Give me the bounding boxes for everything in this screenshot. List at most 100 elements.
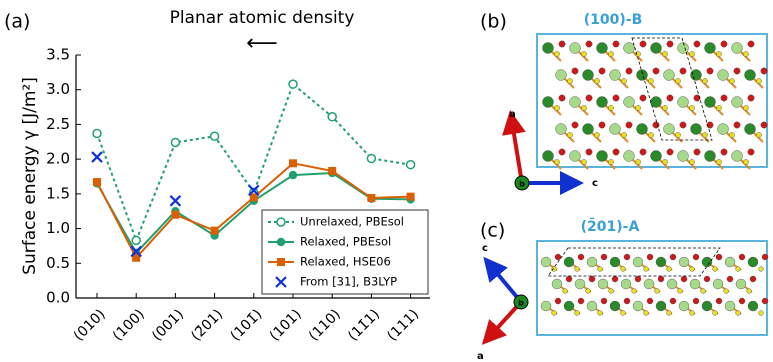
atom: [552, 279, 562, 289]
atom: [543, 97, 554, 108]
atom: [718, 124, 729, 135]
atom: [644, 267, 649, 272]
x-tick-label: (11̄1): [345, 306, 383, 344]
atom: [721, 41, 727, 47]
atom: [736, 279, 746, 289]
y-axis-label: Surface energy γ [J/m²]: [20, 77, 40, 275]
atom: [748, 257, 758, 267]
axis-label: c: [482, 243, 488, 254]
atom: [554, 159, 559, 164]
atom: [601, 254, 607, 260]
atom: [756, 78, 761, 83]
atom: [667, 267, 672, 272]
atom: [624, 151, 635, 162]
axis-label: b: [518, 299, 524, 308]
atom: [670, 254, 676, 260]
atom: [626, 122, 632, 128]
atom: [689, 105, 694, 110]
point: [93, 178, 101, 186]
atom: [613, 95, 619, 101]
atom: [575, 267, 580, 272]
atom: [724, 289, 729, 294]
atom: [689, 51, 694, 56]
atom: [702, 132, 707, 137]
atom: [743, 51, 748, 56]
atom: [678, 97, 689, 108]
atom: [583, 70, 594, 81]
atom: [626, 68, 632, 74]
x-tick-label: (110): [306, 306, 344, 344]
atom: [555, 298, 561, 304]
atom: [734, 68, 740, 74]
atom: [705, 97, 716, 108]
atom: [621, 78, 626, 83]
atom: [759, 267, 764, 272]
structure-title: (100)-B: [584, 12, 643, 28]
atom: [555, 254, 561, 260]
atom: [570, 151, 581, 162]
atom: [748, 301, 758, 311]
atom: [762, 254, 768, 260]
atom: [610, 257, 620, 267]
point: [407, 193, 415, 201]
legend-label: Unrelaxed, PBEsol: [300, 215, 404, 229]
atom: [655, 289, 660, 294]
atom: [594, 78, 599, 83]
atom: [583, 124, 594, 135]
atom: [554, 105, 559, 110]
atom: [761, 122, 767, 128]
axis-label: a: [477, 351, 484, 362]
structure-title: (2̄01)-A: [581, 216, 640, 235]
atom: [608, 51, 613, 56]
point: [289, 159, 297, 167]
x-tick-label: (010): [71, 306, 109, 344]
atom: [608, 105, 613, 110]
atom: [721, 95, 727, 101]
atom: [581, 105, 586, 110]
axis-arrow: [512, 122, 522, 183]
y-tick-label: 2.0: [46, 150, 70, 168]
atom: [702, 257, 712, 267]
atom: [651, 43, 662, 54]
atom: [679, 301, 689, 311]
atom: [640, 95, 646, 101]
atom: [581, 51, 586, 56]
atom: [667, 41, 673, 47]
atom: [748, 95, 754, 101]
atom: [678, 289, 683, 294]
x-tick-label: (101): [267, 306, 305, 344]
atom: [679, 257, 689, 267]
panel-label: (b): [480, 11, 507, 33]
atom: [597, 97, 608, 108]
atom: [610, 70, 621, 81]
y-tick-label: 2.5: [46, 115, 70, 133]
atom: [747, 289, 752, 294]
atom: [572, 122, 578, 128]
atom: [718, 70, 729, 81]
atom: [613, 149, 619, 155]
atom: [670, 298, 676, 304]
atom: [621, 267, 626, 272]
atom: [736, 267, 741, 272]
point: [289, 80, 297, 88]
atom: [680, 68, 686, 74]
chart-title: Planar atomic density: [170, 8, 355, 28]
point: [171, 211, 179, 219]
atom: [690, 279, 700, 289]
atom: [554, 51, 559, 56]
atom: [713, 311, 718, 316]
atom: [640, 41, 646, 47]
atom: [612, 276, 618, 282]
atom: [690, 311, 695, 316]
legend-label: Relaxed, PBEsol: [300, 235, 391, 249]
atom: [564, 301, 574, 311]
atom: [680, 122, 686, 128]
atom: [543, 151, 554, 162]
atom: [556, 124, 567, 135]
atom: [598, 279, 608, 289]
atom: [662, 51, 667, 56]
atom: [563, 289, 568, 294]
x-tick-label: (100): [110, 306, 148, 344]
point: [367, 194, 375, 202]
y-tick-label: 3.0: [46, 80, 70, 98]
